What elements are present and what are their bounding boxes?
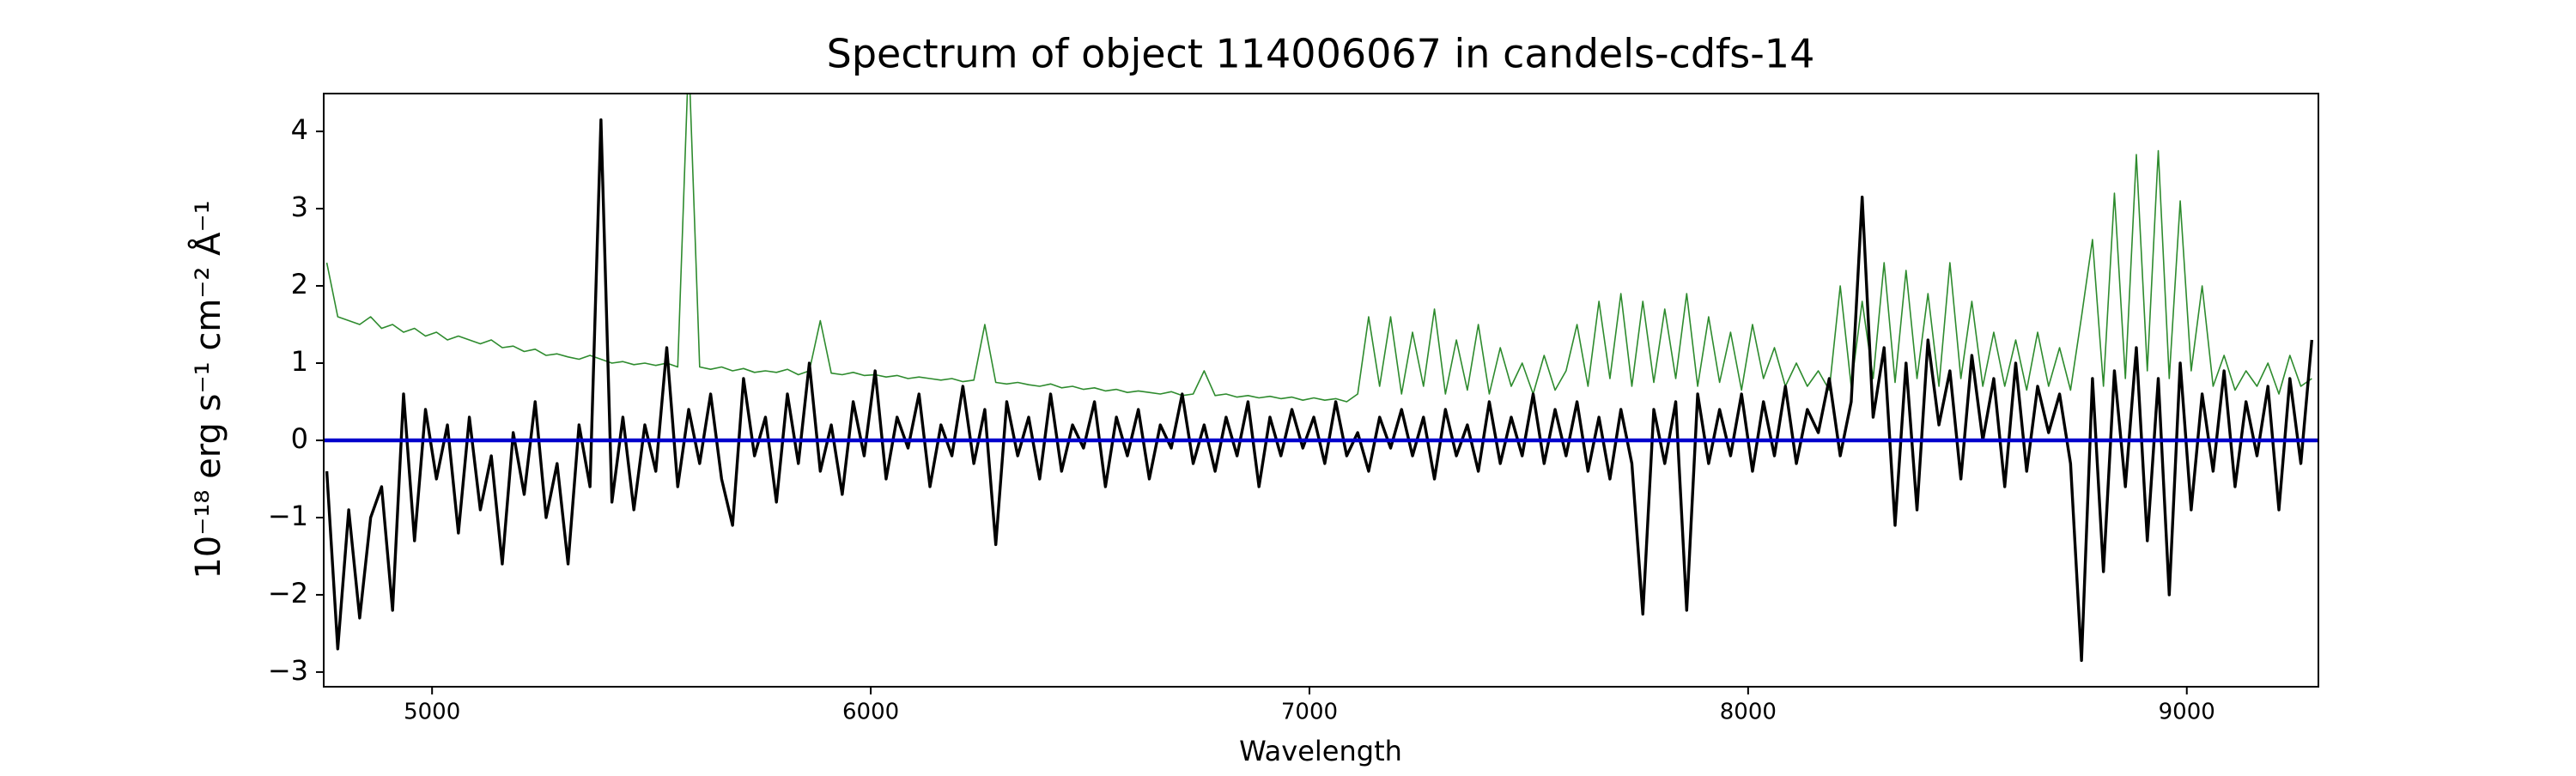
series-line xyxy=(325,118,2314,663)
x-axis-label: Wavelength xyxy=(1239,735,1402,767)
y-tick-label: −3 xyxy=(268,654,308,687)
y-axis-label: 10⁻¹⁸ erg s⁻¹ cm⁻² Å⁻¹ xyxy=(187,200,228,579)
axes-frame xyxy=(323,93,2319,688)
x-tick-label: 8000 xyxy=(1720,700,1777,725)
y-tick-label: 2 xyxy=(291,268,308,300)
series-line xyxy=(325,94,2312,403)
x-tick-label: 7000 xyxy=(1281,700,1338,725)
y-tick-label: 3 xyxy=(291,191,308,223)
x-tick-label: 9000 xyxy=(2159,700,2215,725)
x-tick-label: 5000 xyxy=(404,700,460,725)
x-tick-label: 6000 xyxy=(842,700,899,725)
y-tick-label: 1 xyxy=(291,345,308,378)
y-tick-label: 0 xyxy=(291,422,308,455)
y-tick-label: −2 xyxy=(268,577,308,609)
y-tick-label: 4 xyxy=(291,113,308,146)
y-tick-label: −1 xyxy=(268,500,308,532)
chart-title: Spectrum of object 114006067 in candels-… xyxy=(827,31,1815,77)
plot-area xyxy=(324,94,2318,663)
